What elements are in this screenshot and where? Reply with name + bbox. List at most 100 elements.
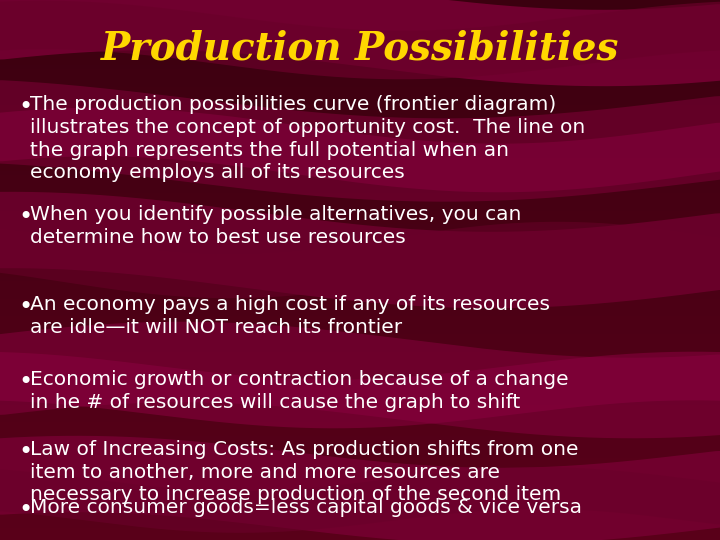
Bar xyxy=(0,404,720,405)
Bar xyxy=(0,227,720,228)
Bar xyxy=(0,254,720,255)
Bar xyxy=(0,40,720,41)
Bar xyxy=(0,60,720,61)
Bar xyxy=(0,59,720,60)
Bar xyxy=(0,321,720,322)
Bar xyxy=(0,93,720,94)
Bar xyxy=(0,489,720,490)
Bar xyxy=(0,433,720,434)
Bar xyxy=(0,429,720,430)
Bar xyxy=(0,456,720,457)
Bar xyxy=(0,88,720,89)
Bar xyxy=(0,193,720,194)
Bar xyxy=(0,275,720,276)
Bar xyxy=(0,224,720,225)
Bar xyxy=(0,115,720,116)
Bar xyxy=(0,39,720,40)
Bar xyxy=(0,14,720,15)
Bar xyxy=(0,160,720,161)
Bar xyxy=(0,476,720,477)
Bar xyxy=(0,318,720,319)
Text: •: • xyxy=(18,498,32,522)
Bar xyxy=(0,312,720,313)
Bar xyxy=(0,340,720,341)
Bar xyxy=(0,338,720,339)
Bar xyxy=(0,364,720,365)
Bar xyxy=(0,165,720,166)
Bar xyxy=(0,462,720,463)
Bar xyxy=(0,20,720,21)
Bar xyxy=(0,190,720,191)
Bar xyxy=(0,138,720,139)
Bar xyxy=(0,324,720,325)
Bar xyxy=(0,86,720,87)
Bar xyxy=(0,516,720,517)
Bar xyxy=(0,305,720,306)
Bar xyxy=(0,443,720,444)
Bar xyxy=(0,181,720,182)
Bar xyxy=(0,358,720,359)
Bar xyxy=(0,216,720,217)
Bar xyxy=(0,170,720,171)
Bar xyxy=(0,219,720,220)
Bar xyxy=(0,479,720,480)
Text: The production possibilities curve (frontier diagram)
illustrates the concept of: The production possibilities curve (fron… xyxy=(30,95,585,183)
Bar xyxy=(0,164,720,165)
Bar xyxy=(0,43,720,44)
Bar xyxy=(0,325,720,326)
Bar xyxy=(0,488,720,489)
Bar xyxy=(0,155,720,156)
Bar xyxy=(0,423,720,424)
Bar xyxy=(0,444,720,445)
Bar xyxy=(0,323,720,324)
Bar xyxy=(0,236,720,237)
Bar xyxy=(0,35,720,36)
Bar xyxy=(0,413,720,414)
Bar xyxy=(0,512,720,513)
Bar xyxy=(0,348,720,349)
Bar xyxy=(0,129,720,130)
Bar xyxy=(0,332,720,333)
Bar xyxy=(0,152,720,153)
Bar xyxy=(0,258,720,259)
Bar xyxy=(0,337,720,338)
Bar xyxy=(0,410,720,411)
Bar xyxy=(0,490,720,491)
Bar xyxy=(0,48,720,49)
Bar xyxy=(0,75,720,76)
Bar xyxy=(0,4,720,5)
Bar xyxy=(0,184,720,185)
Bar xyxy=(0,205,720,206)
Bar xyxy=(0,251,720,252)
Bar xyxy=(0,69,720,70)
Bar xyxy=(0,412,720,413)
Bar xyxy=(0,107,720,108)
Bar xyxy=(0,171,720,172)
Bar xyxy=(0,389,720,390)
Bar xyxy=(0,30,720,31)
Bar xyxy=(0,137,720,138)
Bar xyxy=(0,208,720,209)
Bar xyxy=(0,525,720,526)
Bar xyxy=(0,361,720,362)
Bar xyxy=(0,242,720,243)
Bar xyxy=(0,116,720,117)
Bar xyxy=(0,12,720,13)
Bar xyxy=(0,189,720,190)
Bar xyxy=(0,506,720,507)
Bar xyxy=(0,403,720,404)
Bar xyxy=(0,36,720,37)
Bar xyxy=(0,439,720,440)
Bar xyxy=(0,237,720,238)
Bar xyxy=(0,187,720,188)
Bar xyxy=(0,289,720,290)
Bar xyxy=(0,483,720,484)
Bar xyxy=(0,477,720,478)
Bar xyxy=(0,127,720,128)
Bar xyxy=(0,112,720,113)
Bar xyxy=(0,520,720,521)
Bar xyxy=(0,538,720,539)
Bar xyxy=(0,206,720,207)
Bar xyxy=(0,245,720,246)
Bar xyxy=(0,9,720,10)
